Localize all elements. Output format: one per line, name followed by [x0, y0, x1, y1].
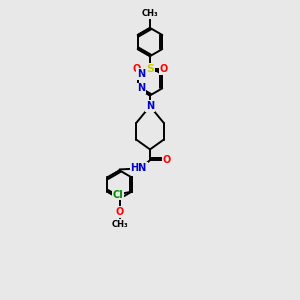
Text: N: N: [137, 83, 146, 93]
Text: O: O: [116, 207, 124, 217]
Text: CH₃: CH₃: [142, 9, 158, 18]
Text: Cl: Cl: [112, 190, 123, 200]
Text: S: S: [146, 64, 154, 74]
Text: CH₃: CH₃: [111, 220, 128, 229]
Text: HN: HN: [130, 163, 147, 173]
Text: O: O: [132, 64, 140, 74]
Text: O: O: [162, 155, 171, 165]
Text: O: O: [160, 64, 168, 74]
Text: N: N: [137, 69, 146, 79]
Text: N: N: [146, 101, 154, 111]
